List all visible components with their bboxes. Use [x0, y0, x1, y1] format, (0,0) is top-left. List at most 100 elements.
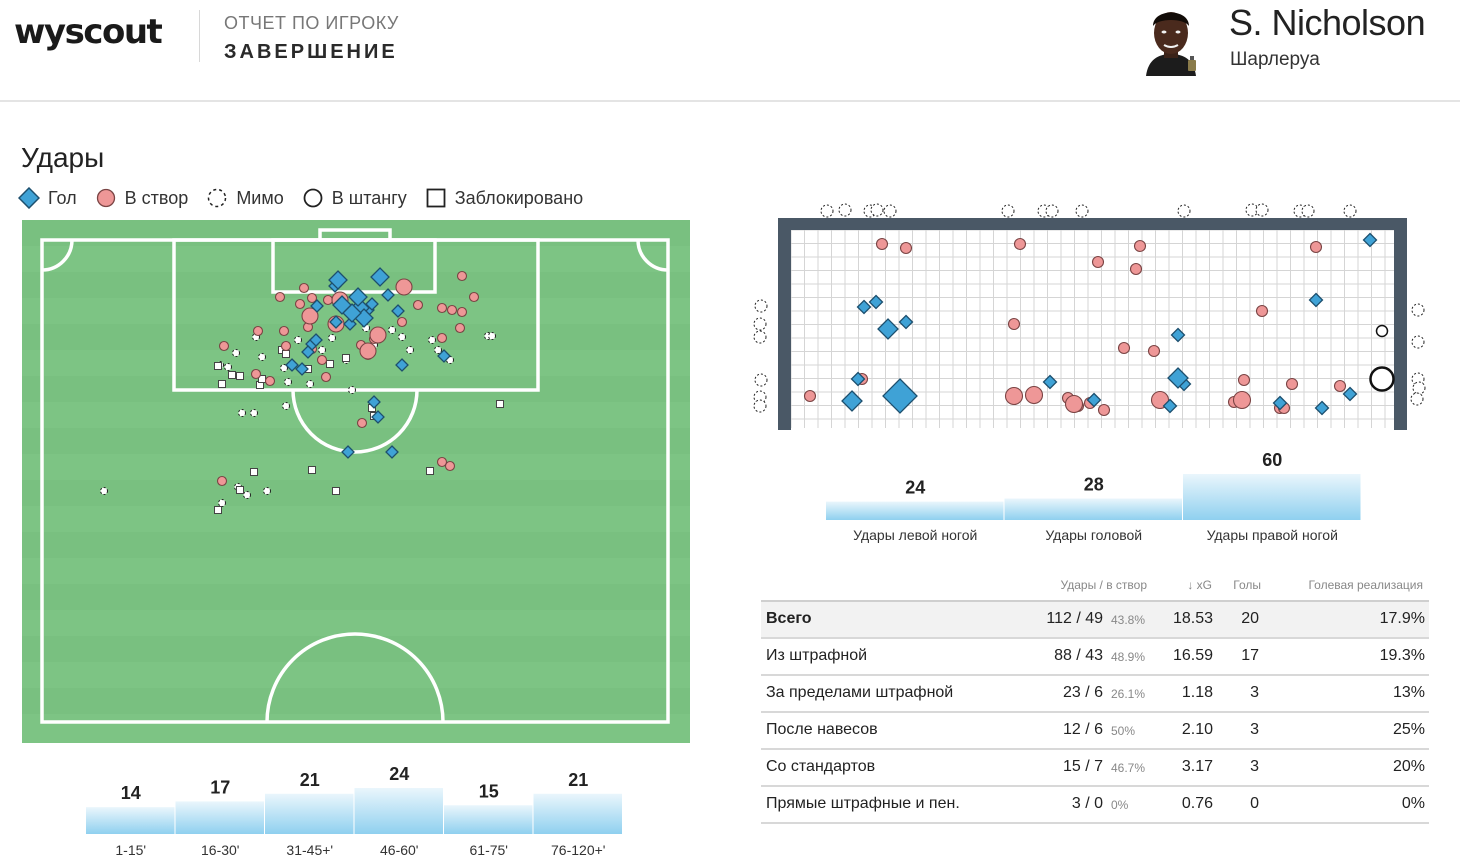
miss-marker[interactable]	[238, 409, 246, 417]
on-target-marker[interactable]	[875, 237, 889, 251]
miss-marker[interactable]	[870, 203, 884, 217]
goal-marker[interactable]	[856, 299, 872, 315]
goal-marker[interactable]	[877, 318, 899, 340]
bar[interactable]	[175, 801, 265, 834]
miss-marker[interactable]	[883, 204, 897, 218]
col-shots-header[interactable]: Удары / в створ	[1060, 578, 1147, 592]
miss-marker[interactable]	[1255, 203, 1269, 217]
miss-marker[interactable]	[488, 332, 496, 340]
on-target-marker[interactable]	[396, 316, 408, 328]
goal-marker[interactable]	[367, 395, 381, 409]
on-target-marker[interactable]	[1255, 304, 1269, 318]
miss-marker[interactable]	[100, 487, 108, 495]
bar[interactable]	[1004, 498, 1183, 520]
on-target-marker[interactable]	[456, 306, 468, 318]
miss-marker[interactable]	[318, 346, 326, 354]
goal-marker[interactable]	[391, 304, 405, 318]
col-goals-header[interactable]: Голы	[1233, 578, 1261, 592]
blocked-marker[interactable]	[282, 350, 290, 358]
post-marker[interactable]	[1369, 366, 1395, 392]
miss-marker[interactable]	[388, 326, 396, 334]
miss-marker[interactable]	[258, 353, 266, 361]
on-target-marker[interactable]	[456, 270, 468, 282]
miss-marker[interactable]	[224, 363, 232, 371]
col-xg-header[interactable]: ↓ xG	[1187, 578, 1212, 592]
col-conversion-header[interactable]: Голевая реализация	[1308, 578, 1423, 592]
goal-marker[interactable]	[370, 267, 390, 287]
miss-marker[interactable]	[1343, 204, 1357, 218]
on-target-marker[interactable]	[1133, 239, 1147, 253]
goal-marker[interactable]	[1314, 400, 1330, 416]
on-target-marker[interactable]	[803, 389, 817, 403]
on-target-marker[interactable]	[306, 292, 318, 304]
goal-marker[interactable]	[381, 288, 395, 302]
on-target-marker[interactable]	[1024, 385, 1044, 405]
on-target-marker[interactable]	[369, 326, 387, 344]
blocked-marker[interactable]	[426, 467, 434, 475]
blocked-marker[interactable]	[496, 400, 504, 408]
blocked-marker[interactable]	[332, 487, 340, 495]
goal-marker[interactable]	[1170, 327, 1186, 343]
blocked-marker[interactable]	[218, 380, 226, 388]
miss-marker[interactable]	[754, 299, 768, 313]
on-target-marker[interactable]	[280, 340, 292, 352]
goal-marker[interactable]	[348, 287, 368, 307]
miss-marker[interactable]	[428, 336, 436, 344]
on-target-marker[interactable]	[278, 325, 290, 337]
on-target-marker[interactable]	[298, 282, 310, 294]
bar[interactable]	[444, 805, 533, 834]
miss-marker[interactable]	[1412, 381, 1426, 395]
miss-marker[interactable]	[1411, 303, 1425, 317]
bar[interactable]	[533, 793, 623, 834]
miss-marker[interactable]	[754, 373, 768, 387]
bar[interactable]	[1183, 474, 1361, 520]
on-target-marker[interactable]	[250, 368, 262, 380]
goal-marker[interactable]	[1162, 398, 1178, 414]
on-target-marker[interactable]	[294, 298, 306, 310]
miss-marker[interactable]	[243, 491, 251, 499]
on-target-marker[interactable]	[320, 371, 332, 383]
on-target-marker[interactable]	[1232, 390, 1252, 410]
legend-on-target[interactable]: В створ	[95, 187, 188, 209]
miss-marker[interactable]	[282, 402, 290, 410]
blocked-marker[interactable]	[342, 354, 350, 362]
goal-marker[interactable]	[385, 445, 399, 459]
goal-marker[interactable]	[868, 294, 884, 310]
on-target-marker[interactable]	[274, 291, 286, 303]
miss-marker[interactable]	[820, 204, 834, 218]
miss-marker[interactable]	[306, 380, 314, 388]
on-target-marker[interactable]	[1091, 255, 1105, 269]
miss-marker[interactable]	[284, 378, 292, 386]
miss-marker[interactable]	[1301, 204, 1315, 218]
miss-marker[interactable]	[328, 334, 336, 342]
miss-marker[interactable]	[1411, 335, 1425, 349]
goal-marker[interactable]	[301, 345, 315, 359]
miss-marker[interactable]	[1410, 392, 1424, 406]
on-target-marker[interactable]	[446, 304, 458, 316]
bar[interactable]	[265, 793, 354, 834]
on-target-marker[interactable]	[218, 340, 230, 352]
on-target-marker[interactable]	[1097, 403, 1111, 417]
blocked-marker[interactable]	[228, 371, 236, 379]
blocked-marker[interactable]	[326, 360, 334, 368]
legend-goal[interactable]: Гол	[18, 187, 77, 209]
miss-marker[interactable]	[250, 409, 258, 417]
goal-marker[interactable]	[898, 314, 914, 330]
on-target-marker[interactable]	[395, 278, 413, 296]
miss-marker[interactable]	[280, 364, 288, 372]
miss-marker[interactable]	[1177, 204, 1191, 218]
on-target-marker[interactable]	[1285, 377, 1299, 391]
miss-marker[interactable]	[232, 349, 240, 357]
wyscout-logo[interactable]: wyscout	[14, 12, 163, 52]
miss-marker[interactable]	[406, 346, 414, 354]
goal-marker[interactable]	[1167, 367, 1189, 389]
blocked-marker[interactable]	[214, 506, 222, 514]
miss-marker[interactable]	[434, 346, 442, 354]
shot-map-goal[interactable]	[752, 198, 1432, 434]
on-target-marker[interactable]	[264, 375, 276, 387]
goal-marker[interactable]	[1362, 232, 1378, 248]
on-target-marker[interactable]	[1309, 240, 1323, 254]
goal-marker[interactable]	[309, 333, 323, 347]
on-target-marker[interactable]	[1150, 390, 1170, 410]
goal-marker[interactable]	[841, 390, 863, 412]
